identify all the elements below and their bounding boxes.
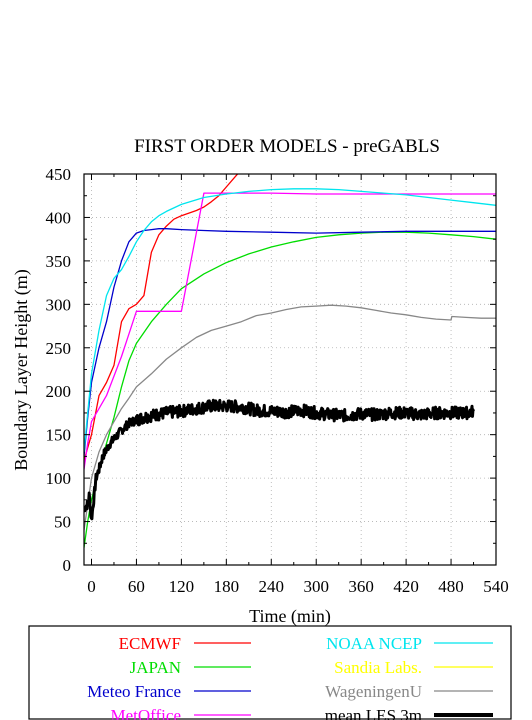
- y-axis-label: Boundary Layer Height (m): [11, 269, 32, 470]
- x-tick-label: 300: [303, 577, 329, 596]
- series-line-wageningenu: [84, 304, 496, 531]
- series-line-japan: [84, 231, 496, 548]
- legend-label-wageningenu: WageningenU: [325, 682, 422, 701]
- x-tick-label: 540: [483, 577, 509, 596]
- y-tick-label: 350: [46, 252, 72, 271]
- series-line-metoffice: [84, 192, 496, 470]
- x-axis-label: Time (min): [249, 606, 331, 627]
- x-tick-label: 0: [87, 577, 96, 596]
- y-tick-label: 300: [46, 295, 72, 314]
- chart-title: FIRST ORDER MODELS - preGABLS: [134, 136, 440, 157]
- series-lines: [84, 174, 496, 548]
- legend-label-mean-les-3m: mean LES 3m: [325, 706, 422, 720]
- x-tick-label: 420: [393, 577, 419, 596]
- x-tick-label: 360: [348, 577, 374, 596]
- series-line-meteo-france: [84, 228, 496, 457]
- plot-frame: [83, 173, 497, 566]
- legend-box: [28, 625, 512, 720]
- x-tick-label: 480: [438, 577, 464, 596]
- legend-label-sandia-labs: Sandia Labs.: [334, 658, 422, 677]
- plot-border: [83, 173, 497, 566]
- legend-label-ecmwf: ECMWF: [119, 634, 181, 653]
- y-tick-label: 250: [46, 339, 72, 358]
- y-tick-label: 200: [46, 382, 72, 401]
- legend-label-japan: JAPAN: [130, 658, 181, 677]
- y-tick-label: 100: [46, 469, 72, 488]
- series-line-mean-les-3m: [84, 398, 475, 521]
- y-tick-label: 450: [46, 165, 72, 184]
- series-line-noaa-ncep: [84, 188, 496, 453]
- x-tick-label: 240: [259, 577, 285, 596]
- x-tick-label: 180: [214, 577, 240, 596]
- y-tick-label: 50: [54, 513, 71, 532]
- y-tick-label: 0: [63, 556, 72, 575]
- legend-label-metoffice: MetOffice: [111, 706, 182, 720]
- legend-label-noaa-ncep: NOAA NCEP: [326, 634, 422, 653]
- x-tick-label: 60: [128, 577, 145, 596]
- legend: ECMWF JAPAN Meteo France MetOffice NOAA NCEP…: [28, 625, 512, 720]
- y-tick-label: 150: [46, 426, 72, 445]
- y-tick-label: 400: [46, 208, 72, 227]
- legend-label-meteo-france: Meteo France: [87, 682, 181, 701]
- x-tick-label: 120: [169, 577, 195, 596]
- series-line-ecmwf: [84, 174, 239, 461]
- tick-labels: 0 60 120 180 240 300 360 420 480 540 0 50 100 150 200 2…: [46, 165, 509, 596]
